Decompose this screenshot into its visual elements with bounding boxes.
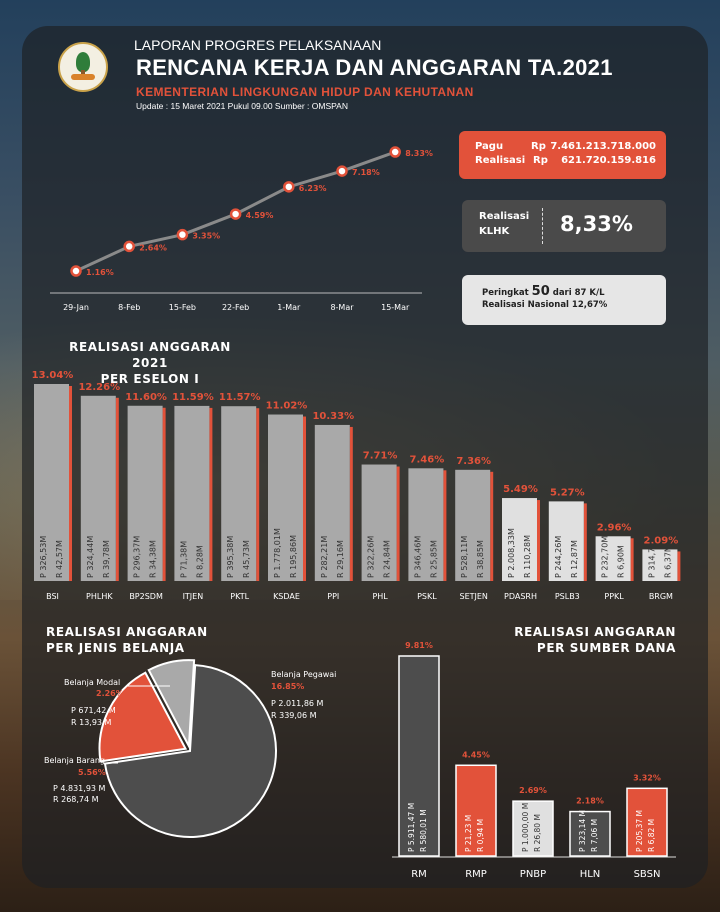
x-tick-label: 8-Feb xyxy=(118,303,140,312)
rank-suffix: dari 87 K/L xyxy=(552,288,605,298)
trend-point xyxy=(283,181,295,193)
trend-point-label: 6.23% xyxy=(299,184,327,193)
realisasi-currency: Rp xyxy=(533,155,548,166)
x-tick-label: 15-Mar xyxy=(381,303,410,312)
trend-point-label: 4.59% xyxy=(246,211,274,220)
klhk-label-line2: KLHK xyxy=(479,226,510,237)
trend-point xyxy=(176,228,189,241)
trend-point-label: 2.64% xyxy=(139,243,167,252)
report-small-title: LAPORAN PROGRES PELAKSANAAN xyxy=(134,37,382,53)
jenis-belanja-title: REALISASI ANGGARAN PER JENIS BELANJA xyxy=(46,624,208,656)
report-main-title: RENCANA KERJA DAN ANGGARAN TA.2021 xyxy=(136,55,613,80)
klhk-label-line1: Realisasi xyxy=(479,211,530,222)
trend-point xyxy=(336,165,348,177)
national-realization: Realisasi Nasional 12,67% xyxy=(482,300,608,310)
trend-point xyxy=(229,208,242,220)
pagu-realisasi-box: Pagu Rp 7.461.213.718.000 Realisasi Rp 6… xyxy=(459,131,666,179)
x-tick-label: 15-Feb xyxy=(169,303,196,312)
trend-point-label: 3.35% xyxy=(192,232,220,241)
realisasi-label: Realisasi xyxy=(475,155,526,166)
x-tick-label: 1-Mar xyxy=(277,303,301,312)
sumber-dana-title: REALISASI ANGGARAN PER SUMBER DANA xyxy=(510,624,676,656)
klhk-realization-box: Realisasi KLHK 8,33% xyxy=(462,200,666,252)
update-info: Update : 15 Maret 2021 Pukul 09.00 Sumbe… xyxy=(136,101,348,111)
pagu-label: Pagu xyxy=(475,141,504,152)
pagu-currency: Rp xyxy=(531,141,546,152)
jenis-title-line1: REALISASI ANGGARAN xyxy=(46,625,208,639)
sumber-title-line2: PER SUMBER DANA xyxy=(536,641,676,655)
eselon-title-line2: PER ESELON I xyxy=(100,372,200,386)
ministry-name: KEMENTERIAN LINGKUNGAN HIDUP DAN KEHUTAN… xyxy=(136,85,474,99)
eselon-title-line1: REALISASI ANGGARAN 2021 xyxy=(69,340,231,370)
ranking-box: Peringkat 50 dari 87 K/L Realisasi Nasio… xyxy=(462,275,666,325)
pagu-value: 7.461.213.718.000 xyxy=(550,141,656,152)
rank-value: 50 xyxy=(531,284,550,299)
trend-point-label: 1.16% xyxy=(86,268,114,277)
x-tick-label: 22-Feb xyxy=(222,303,249,312)
realization-trend-chart: 1.16% 29-Jan 2.64% 8-Feb 3.35% 15-Feb 4.59% 22-… xyxy=(50,146,433,312)
x-tick-label: 29-Jan xyxy=(63,303,89,312)
klhk-realization-value: 8,33% xyxy=(560,212,633,236)
trend-point xyxy=(70,265,82,277)
trend-point xyxy=(389,146,401,158)
klhk-logo-icon xyxy=(58,42,108,92)
trend-point-label: 7.18% xyxy=(352,168,380,177)
eselon-chart-title: REALISASI ANGGARAN 2021 PER ESELON I xyxy=(50,339,250,387)
rank-prefix: Peringkat xyxy=(482,288,529,298)
sumber-title-line1: REALISASI ANGGARAN xyxy=(514,625,676,639)
realisasi-value: 621.720.159.816 xyxy=(561,155,656,166)
jenis-title-line2: PER JENIS BELANJA xyxy=(46,641,185,655)
trend-point-label: 8.33% xyxy=(405,149,433,158)
trend-point xyxy=(123,240,135,253)
divider xyxy=(542,208,543,244)
x-tick-label: 8-Mar xyxy=(330,303,354,312)
